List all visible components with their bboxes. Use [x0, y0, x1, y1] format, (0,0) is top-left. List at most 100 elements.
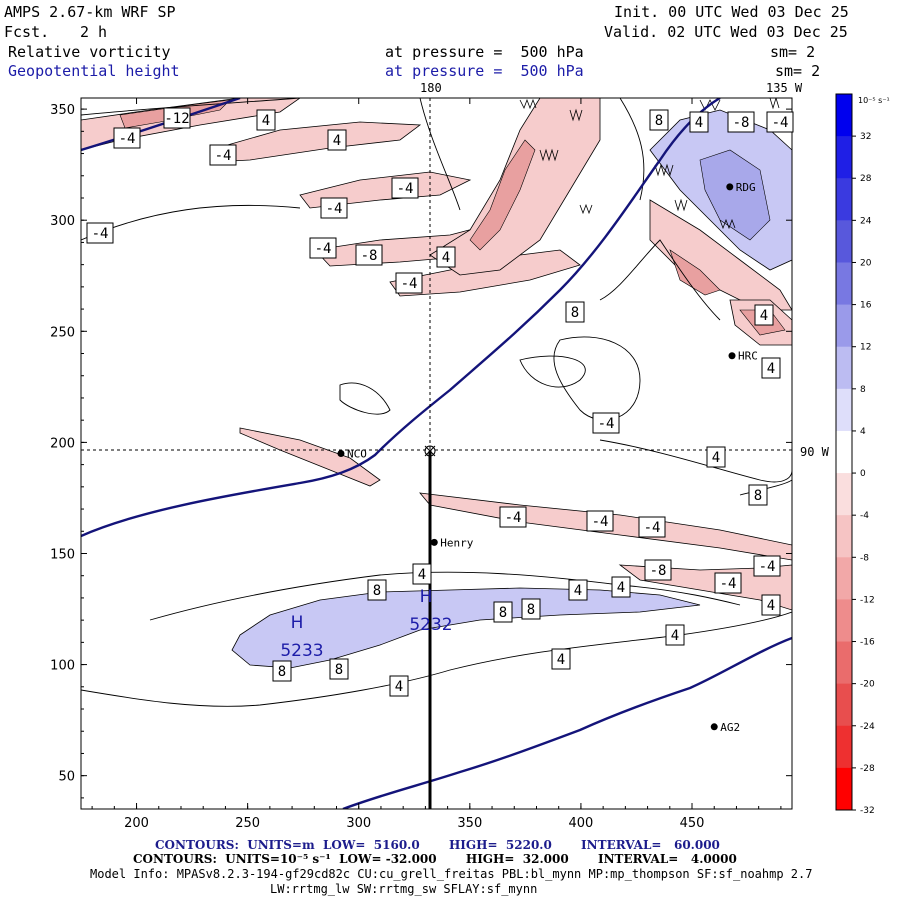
y-tick-label: 200: [50, 436, 75, 451]
contour-label: 4: [442, 250, 450, 266]
colorbar-segment: [836, 767, 852, 811]
colorbar-segment: [836, 473, 852, 516]
contour-label: -4: [592, 514, 609, 530]
colorbar-tick-label: 4: [860, 427, 866, 437]
contour-label: 8: [527, 602, 535, 618]
colorbar-tick-label: 20: [860, 258, 872, 268]
field2-level: at pressure = 500 hPa: [385, 62, 584, 80]
contour-label: -4: [644, 520, 661, 536]
y-tick-label: 300: [50, 214, 75, 229]
contour-label: -4: [598, 416, 615, 432]
contour-label: 8: [499, 605, 507, 621]
colorbar-segment: [836, 94, 852, 137]
colorbar-segment: [836, 136, 852, 179]
station-label: AG2: [720, 721, 740, 734]
colorbar-segment: [836, 178, 852, 221]
colorbar-frame: [835, 93, 853, 811]
contour-label: 4: [760, 308, 768, 324]
contour-label-box: [727, 111, 755, 133]
contour-label-box: [391, 177, 419, 199]
contour-label-box: [586, 510, 614, 532]
colorbar-tick-label: 24: [860, 216, 872, 226]
contour-label-box: [649, 109, 669, 131]
contour-line-3: [553, 336, 641, 421]
contour-label-box: [436, 246, 456, 268]
contour-label-box: [706, 446, 726, 468]
contour-label-box: [86, 222, 114, 244]
contour-label: -4: [119, 131, 136, 147]
field2-name: Geopotential height: [8, 62, 180, 80]
contour-label-box: [493, 601, 513, 623]
contour-label: 8: [278, 664, 286, 680]
contour-label: 8: [335, 662, 343, 678]
colorbar-tick-label: -8: [860, 553, 869, 563]
contour-label-box: [714, 572, 742, 594]
high-label: H: [420, 587, 433, 607]
lon-90w-label: 90 W: [800, 445, 829, 459]
contour-label-box: [761, 357, 781, 379]
colorbar-tick-label: 8: [860, 385, 866, 395]
contour-label: 4: [671, 628, 679, 644]
lon-180-label: 180: [420, 81, 442, 95]
contour-label-box: [272, 660, 292, 682]
field1-sm: sm= 2: [770, 43, 816, 61]
contour-line-5: [519, 355, 586, 388]
contour-label-box: [499, 506, 527, 528]
footer-height-contours: CONTOURS: UNITS=m LOW= 5160.0 HIGH= 5220…: [155, 838, 720, 852]
squiggle-cluster-2: [654, 98, 780, 230]
colorbar-tick-label: 28: [860, 174, 872, 184]
y-tick-label: 250: [50, 325, 75, 340]
contour-label-box: [753, 555, 781, 577]
contour-label-box: [389, 675, 409, 697]
contour-label-box: [395, 272, 423, 294]
station-marker: [728, 352, 736, 360]
colorbar-tick-label: 32: [860, 132, 871, 142]
contour-label-box: [761, 594, 781, 616]
y-tick-label: 100: [50, 659, 75, 674]
contour-label-box: [592, 412, 620, 434]
lon-135w-label: 135 W: [766, 81, 803, 95]
contour-label: -4: [401, 276, 418, 292]
plot-frame: [80, 97, 793, 810]
valid-time: Valid. 02 UTC Wed 03 Dec 25: [604, 23, 848, 41]
contour-label: -8: [650, 563, 667, 579]
contour-label-box: [320, 197, 348, 219]
contour-label-box: [665, 624, 685, 646]
colorbar-tick-label: 12: [860, 343, 871, 353]
contour-label: 4: [557, 652, 565, 668]
contour-label-box: [611, 576, 631, 598]
contour-line-2: [81, 98, 301, 116]
high-centers: H 5233 H 5232: [280, 587, 452, 661]
colorbar-segment: [836, 599, 852, 643]
colorbar-segment: [836, 683, 852, 727]
height-contour-upper: [81, 98, 721, 538]
field1-level: at pressure = 500 hPa: [385, 43, 584, 61]
colorbar-segment: [836, 220, 852, 263]
contour-line-9: [149, 571, 741, 621]
contour-label: 4: [712, 450, 720, 466]
contour-label-box: [355, 244, 383, 266]
colorbar-tick-label: -24: [860, 722, 875, 732]
contour-label: 8: [655, 113, 663, 129]
station-marker: [710, 723, 718, 731]
contour-label: -4: [326, 201, 343, 217]
contour-label: 4: [695, 115, 703, 131]
colorbar-tick-label: 16: [860, 301, 872, 311]
y-tick-label: 150: [50, 547, 75, 562]
contour-line-6: [599, 439, 792, 483]
contour-label: 8: [571, 305, 579, 321]
contour-label-box: [754, 304, 774, 326]
colorbar-tick-label: -28: [860, 764, 875, 774]
colorbar-tick-label: -20: [860, 680, 875, 690]
contour-line-11: [419, 98, 461, 211]
colorbar-segment: [836, 388, 852, 432]
x-tick-label: 400: [569, 816, 594, 831]
neg-core-3: [669, 249, 721, 296]
contour-labels: -12 4 -4 -4 4 -4 -4 -4 -4 -8 -4 4 8 8 4 -8 -4 4 4 -4 -4 -4 -4 -…: [86, 107, 794, 697]
contour-label-box: [329, 658, 349, 680]
contour-label-box: [638, 516, 666, 538]
contour-label-box: [256, 109, 276, 131]
colorbar-segment: [836, 641, 852, 685]
footer-vorticity-contours: CONTOURS: UNITS=10⁻⁵ s⁻¹ LOW= -32.000 HI…: [133, 852, 737, 866]
colorbar: 10⁻⁵ s⁻¹ 32 28 24 20 16 12 8 4 0 -4 -8 -12 -16 -20 -24 -…: [835, 93, 890, 816]
